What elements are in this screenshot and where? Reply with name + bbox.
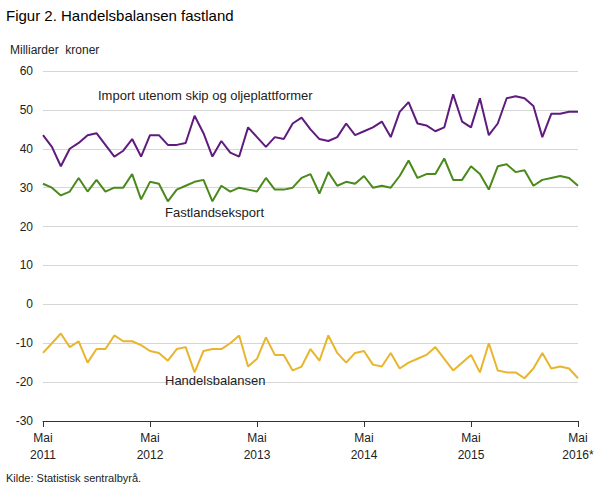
svg-text:2011: 2011	[30, 448, 56, 462]
svg-text:10: 10	[20, 258, 34, 272]
svg-text:2012: 2012	[137, 448, 164, 462]
svg-text:Mai: Mai	[33, 431, 52, 445]
svg-text:Milliarder kroner: Milliarder kroner	[10, 43, 99, 57]
svg-text:2015: 2015	[458, 448, 485, 462]
svg-text:Handelsbalansen: Handelsbalansen	[165, 373, 265, 388]
svg-text:Kilde: Statistisk sentralbyrå.: Kilde: Statistisk sentralbyrå.	[6, 472, 141, 484]
svg-text:40: 40	[20, 142, 34, 156]
svg-text:Mai: Mai	[461, 431, 480, 445]
svg-text:20: 20	[20, 220, 34, 234]
svg-text:Figur 2. Handelsbalansen fastl: Figur 2. Handelsbalansen fastland	[6, 7, 234, 24]
svg-text:Mai: Mai	[247, 431, 266, 445]
svg-text:2014: 2014	[351, 448, 378, 462]
svg-text:0: 0	[26, 297, 33, 311]
svg-text:60: 60	[20, 64, 34, 78]
svg-text:Mai: Mai	[140, 431, 159, 445]
svg-text:Mai: Mai	[568, 431, 587, 445]
svg-text:Import utenom skip og oljeplat: Import utenom skip og oljeplattformer	[98, 88, 313, 103]
svg-text:30: 30	[20, 181, 34, 195]
svg-text:-20: -20	[16, 375, 34, 389]
svg-text:-10: -10	[16, 336, 34, 350]
svg-text:50: 50	[20, 103, 34, 117]
svg-text:-30: -30	[16, 414, 34, 428]
svg-text:Mai: Mai	[354, 431, 373, 445]
svg-text:2013: 2013	[244, 448, 271, 462]
svg-text:Fastlandseksport: Fastlandseksport	[165, 205, 264, 220]
svg-text:2016*: 2016*	[562, 448, 594, 462]
